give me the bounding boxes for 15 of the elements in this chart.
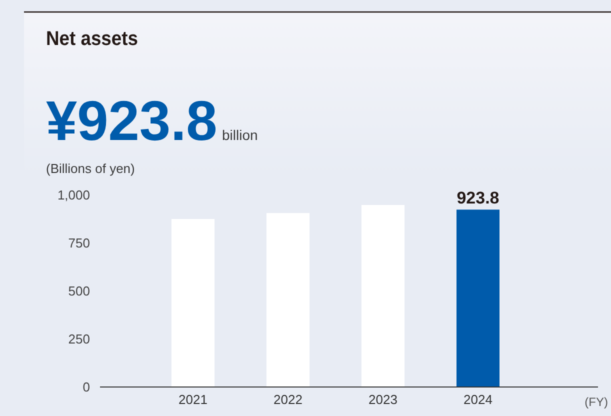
data-label: 923.8 <box>456 188 500 208</box>
x-tick-label: 2023 <box>368 392 398 407</box>
chart-title: Net assets <box>46 28 138 50</box>
y-tick-label: 250 <box>68 332 90 347</box>
y-tick-label: 750 <box>68 236 90 251</box>
x-axis-title: (FY) <box>584 395 608 409</box>
y-axis-title: (Billions of yen) <box>46 161 135 176</box>
text: billion <box>222 127 258 143</box>
y-tick-label: 0 <box>82 380 90 395</box>
text: ¥923.8 <box>46 89 218 152</box>
y-tick-label: 500 <box>68 284 90 299</box>
x-tick-label: 2024 <box>464 392 492 407</box>
x-tick-label: 2022 <box>274 392 302 407</box>
x-tick-label: 2021 <box>178 392 208 407</box>
y-tick-label: 1,000 <box>57 188 90 203</box>
